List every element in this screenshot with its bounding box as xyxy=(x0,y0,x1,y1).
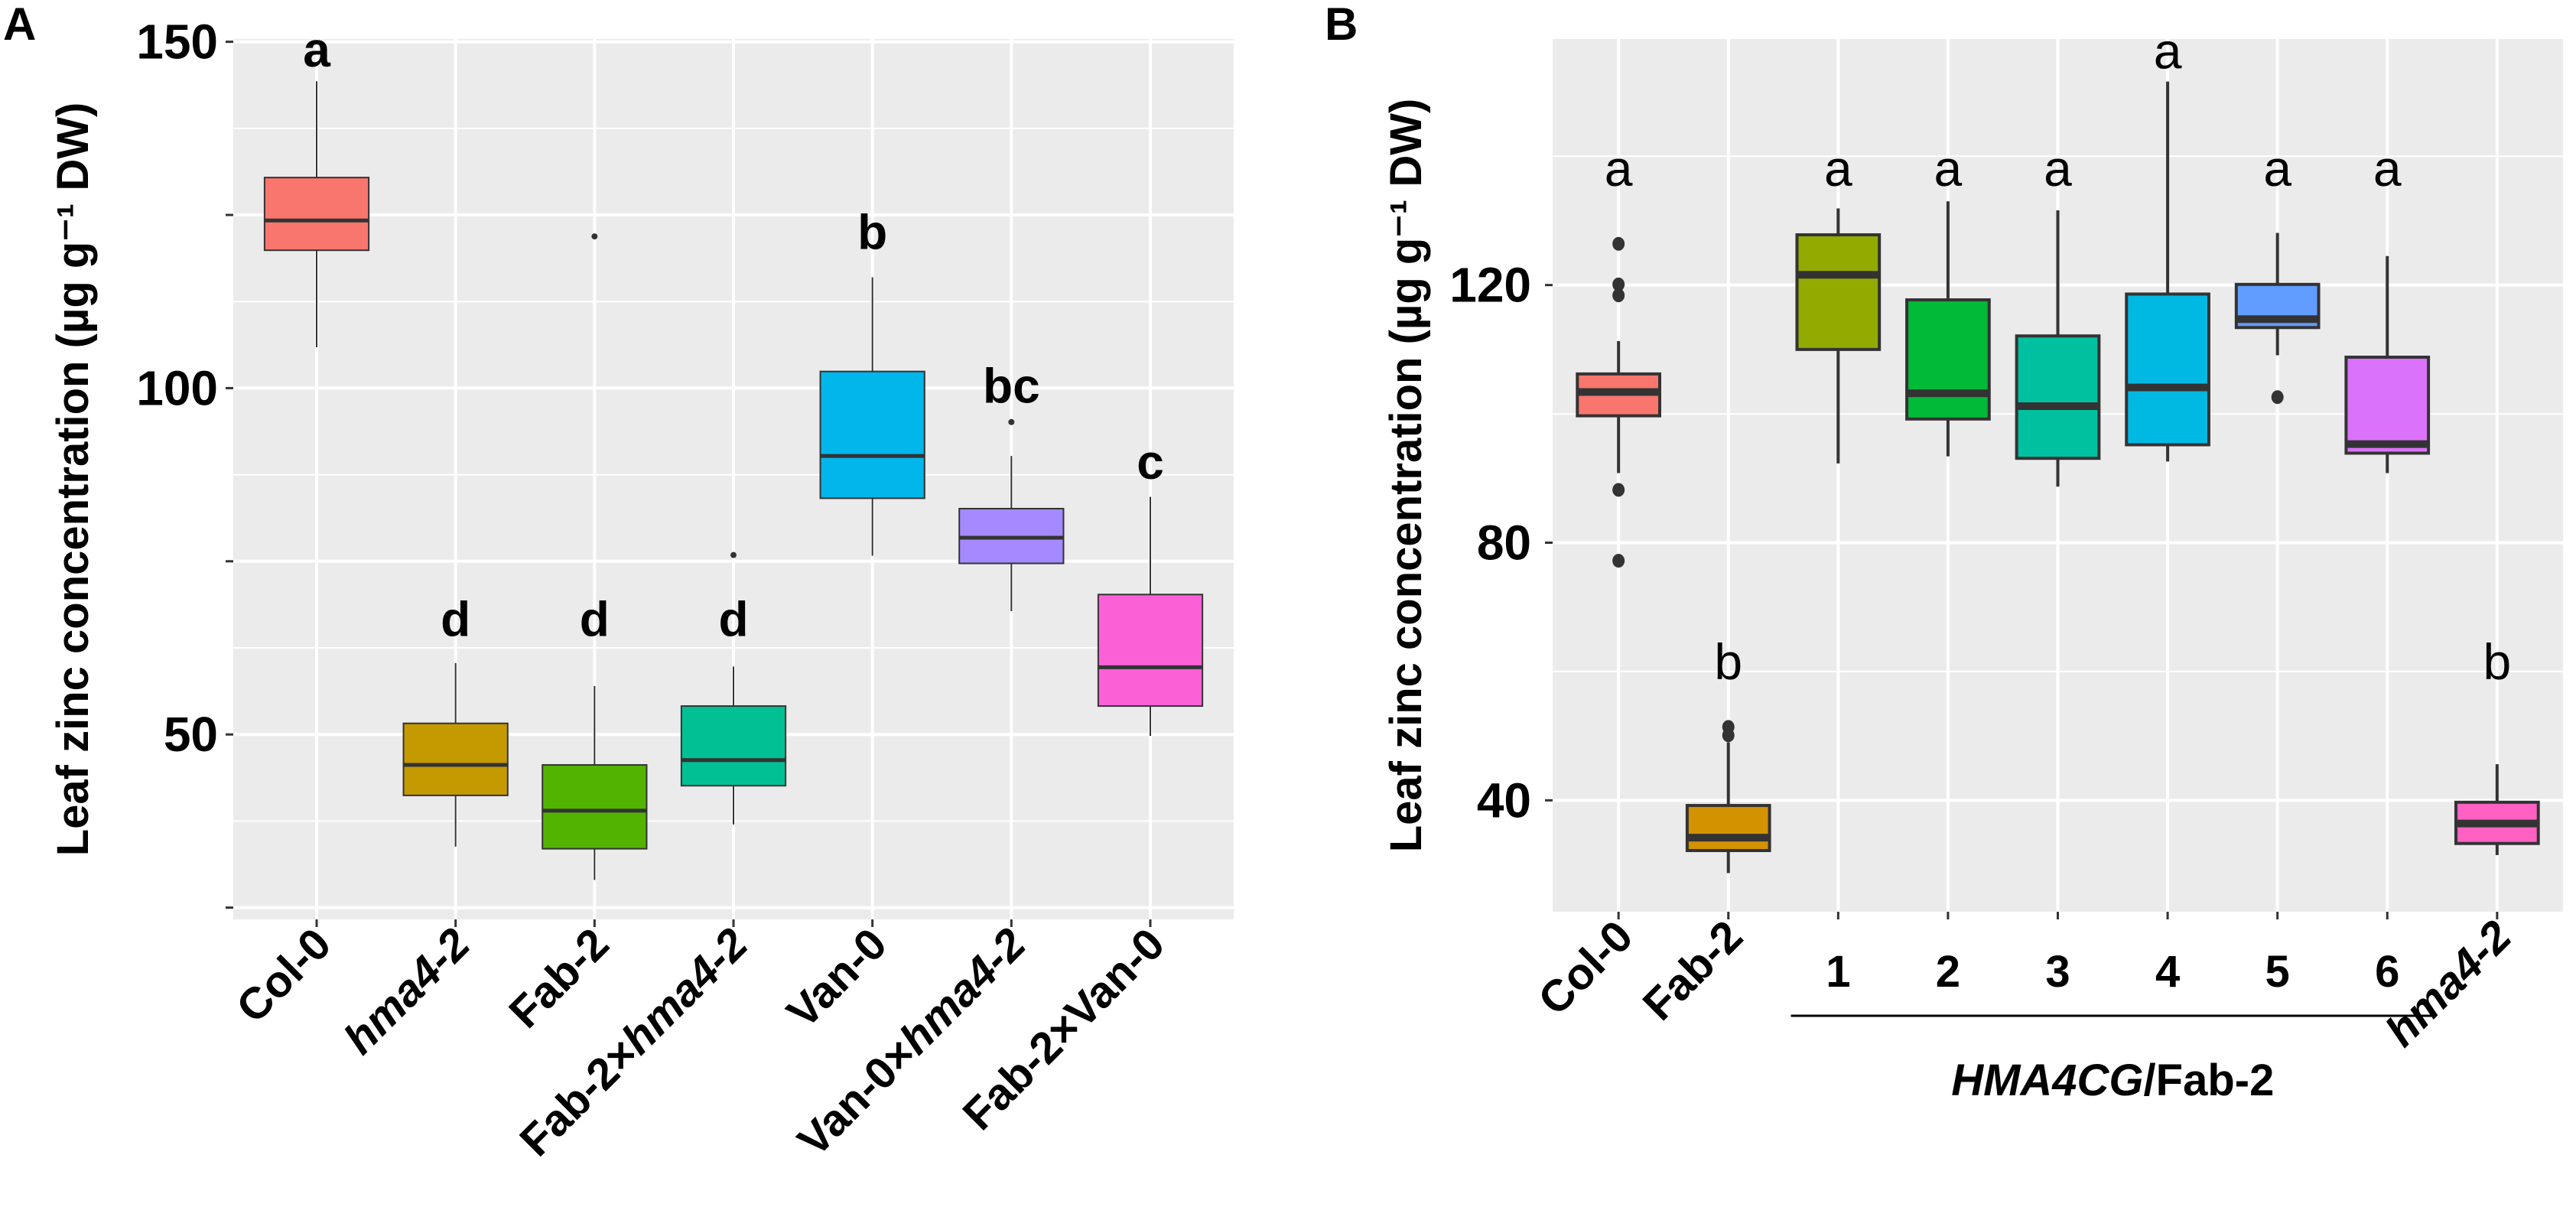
y-axis-title: Leaf zinc concentration (µg g⁻¹ DW) xyxy=(1381,99,1431,853)
boxplot-group: b xyxy=(819,204,925,556)
outlier-point xyxy=(1008,418,1015,425)
x-tick-label: Fab-2 xyxy=(499,919,618,1037)
y-tick-label: 150 xyxy=(136,15,218,70)
x-tick-label: Col-0 xyxy=(227,919,340,1032)
x-tick-label-part: Van-0 xyxy=(777,919,896,1037)
box xyxy=(402,722,509,796)
significance-letter: d xyxy=(441,592,470,647)
group-label-normal: /Fab-2 xyxy=(2144,1056,2275,1105)
box xyxy=(680,705,787,787)
x-tick-label: 5 xyxy=(2265,947,2290,997)
boxplot-group: a xyxy=(2344,140,2431,473)
x-tick-label-part: 3 xyxy=(2045,947,2070,997)
significance-letter: bc xyxy=(983,358,1040,413)
x-tick-label: Fab-2 xyxy=(1634,911,1752,1030)
x-tick-label-part: 6 xyxy=(2375,947,2399,997)
x-tick-label-part: hma4-2 xyxy=(334,919,480,1064)
significance-letter: a xyxy=(2044,140,2072,197)
boxplot-group: c xyxy=(1097,434,1204,737)
outlier-point xyxy=(2271,390,2284,405)
significance-letter: a xyxy=(303,22,330,77)
x-tick-label: 6 xyxy=(2375,947,2399,997)
y-axis-title: Leaf zinc concentration (µg g⁻¹ DW) xyxy=(48,102,98,857)
x-tick-label-part: Col-0 xyxy=(1529,911,1642,1024)
significance-letter: b xyxy=(2483,633,2511,690)
significance-letter: d xyxy=(718,592,748,647)
outlier-point xyxy=(730,551,737,558)
x-tick-label: hma4-2 xyxy=(334,919,480,1064)
group-label: HMA4CG/Fab-2 xyxy=(1951,1056,2274,1105)
boxplot-group: a xyxy=(2125,23,2210,462)
box xyxy=(263,177,370,252)
outlier-point xyxy=(1722,728,1735,743)
x-tick-label-part: Fab-2 xyxy=(499,919,618,1037)
box xyxy=(1685,804,1771,853)
boxplot-group: d xyxy=(680,551,787,825)
outlier-point xyxy=(1612,483,1625,497)
x-tick-label-part: 5 xyxy=(2265,947,2290,997)
outlier-point xyxy=(591,233,598,240)
outlier-point xyxy=(1612,554,1625,568)
x-tick-label-part: hma4-2 xyxy=(613,919,758,1064)
boxplot-group: a xyxy=(1795,140,1882,464)
boxplot-group: a xyxy=(2015,140,2101,487)
boxplot-group: a xyxy=(1905,140,1991,457)
significance-letter: b xyxy=(1714,633,1742,690)
significance-letter: a xyxy=(1605,140,1633,197)
significance-letter: d xyxy=(580,592,610,647)
boxplot-group: d xyxy=(542,233,648,880)
x-tick-label: 4 xyxy=(2155,947,2180,997)
panel-a: A 50 100 150 Leaf zinc concentration (µg g⁻¹… xyxy=(3,0,1234,1166)
outlier-point xyxy=(1612,236,1625,251)
panel-b: B 40 80 120 Leaf zinc concentration (µg g⁻¹ … xyxy=(1325,0,2563,1105)
panel-label: A xyxy=(3,0,36,50)
x-tick-label-part: Van-0× xyxy=(789,1029,925,1166)
outlier-point xyxy=(1612,288,1625,303)
box xyxy=(2125,292,2210,447)
boxplot-group: b xyxy=(2454,633,2540,855)
x-tick-label-part: 1 xyxy=(1826,947,1850,997)
x-tick-label: Van-0 xyxy=(777,919,896,1037)
box xyxy=(2015,334,2101,460)
x-tick-label: 3 xyxy=(2045,947,2070,997)
y-tick-label: 50 xyxy=(164,707,218,762)
significance-letter: a xyxy=(1934,140,1963,197)
y-tick-label: 100 xyxy=(136,360,218,415)
box xyxy=(1905,298,1991,421)
x-tick-label-part: Fab-2 xyxy=(1634,911,1752,1030)
significance-letter: b xyxy=(857,204,887,259)
x-tick-label: 2 xyxy=(1936,947,1960,997)
box xyxy=(819,370,925,499)
y-tick-label: 120 xyxy=(1449,258,1531,313)
box xyxy=(2344,355,2431,455)
box xyxy=(1795,233,1882,351)
box xyxy=(1097,594,1204,708)
x-tick-label-part: 2 xyxy=(1936,947,1960,997)
boxplot-group: a xyxy=(2234,140,2321,405)
boxplot-group: b xyxy=(1685,633,1771,874)
y-tick-label: 80 xyxy=(1477,515,1531,570)
x-tick-label: Col-0 xyxy=(1529,911,1642,1024)
box xyxy=(542,764,648,850)
group-label-italic: HMA4CG xyxy=(1951,1056,2143,1105)
significance-letter: a xyxy=(1824,140,1852,197)
outlier-point xyxy=(1612,277,1625,291)
significance-letter: c xyxy=(1137,434,1164,490)
x-tick-label: 1 xyxy=(1826,947,1850,997)
boxplot-group: a xyxy=(1576,140,1661,568)
boxplot-group: a xyxy=(263,22,370,347)
x-tick-label-part: hma4-2 xyxy=(890,919,1036,1064)
y-tick-label: 40 xyxy=(1477,773,1531,828)
boxplot-group: d xyxy=(402,592,509,847)
panel-label: B xyxy=(1325,0,1358,50)
significance-letter: a xyxy=(2373,140,2402,197)
x-tick-label-part: Fab-2× xyxy=(510,1029,647,1166)
boxplot-group: bc xyxy=(958,358,1065,612)
x-tick-label-part: Col-0 xyxy=(227,919,340,1032)
significance-letter: a xyxy=(2263,140,2291,197)
x-tick-label-part: 4 xyxy=(2155,947,2180,997)
significance-letter: a xyxy=(2154,23,2182,80)
